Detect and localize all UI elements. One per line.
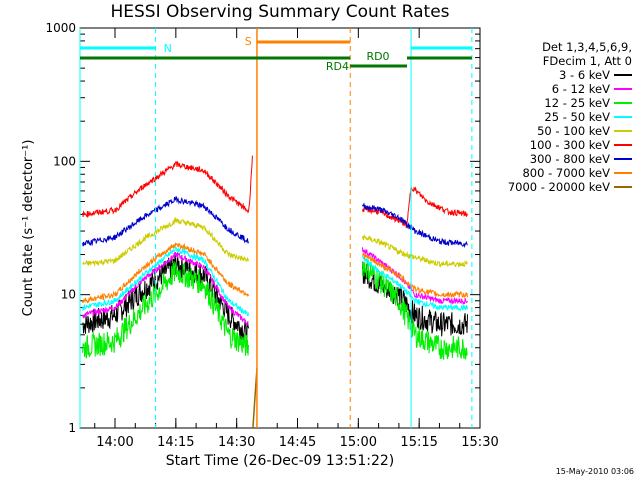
x-axis-label: Start Time (26-Dec-09 13:51:22) [165,453,395,469]
legend-item: 6 - 12 keV [484,82,636,96]
legend-swatch [614,144,632,146]
x-tick-label: 15:00 [340,435,377,450]
series-line-7-seg-1 [361,252,468,298]
series-line-1-seg-0 [82,251,249,327]
legend-item: 12 - 25 keV [484,96,636,110]
series-line-2-seg-1 [361,259,468,360]
legend-item-label: 7000 - 20000 keV [507,180,610,194]
y-axis-label: Count Rate (s⁻¹ detector⁻¹) [21,140,36,317]
legend-item-label: 3 - 6 keV [559,68,610,82]
legend-swatch [614,158,632,160]
x-tick-label: 14:45 [279,435,316,450]
legend-item: 800 - 7000 keV [484,166,636,180]
legend: Det 1,3,4,5,6,9, FDecim 1, Att 0 3 - 6 k… [484,40,636,194]
legend-item-label: 25 - 50 keV [544,110,610,124]
y-tick-label: 100 [53,154,76,168]
chart-title: HESSI Observing Summary Count Rates [110,2,450,22]
legend-item: 3 - 6 keV [484,68,636,82]
legend-header-line-2: FDecim 1, Att 0 [542,54,632,68]
legend-item-label: 300 - 800 keV [529,152,610,166]
x-tick-label: 14:15 [157,435,194,450]
legend-swatch [614,116,632,118]
legend-item: 300 - 800 keV [484,152,636,166]
plot-frame [79,27,481,429]
legend-rows: 3 - 6 keV 6 - 12 keV 12 - 25 keV 25 - 50 ke… [484,68,636,194]
series-line-6-seg-1 [361,202,468,249]
series-line-3-seg-0 [82,245,249,317]
legend-item-label: 50 - 100 keV [537,124,610,138]
legend-item-label: 12 - 25 keV [544,96,610,110]
series-line-4-seg-0 [82,216,249,267]
legend-swatch [614,74,632,76]
annotation-n: N [164,42,172,55]
annotation-s: S [245,35,252,48]
series-line-1-seg-1 [361,247,468,306]
legend-swatch [614,102,632,104]
x-tick-label: 14:30 [218,435,255,450]
footer-timestamp: 15-May-2010 03:06 [555,467,634,476]
legend-header-line-1: Det 1,3,4,5,6,9, [542,40,632,54]
series-line-5-seg-1 [361,186,468,229]
x-tick-label: 15:15 [400,435,437,450]
legend-item: 25 - 50 keV [484,110,636,124]
legend-item: 7000 - 20000 keV [484,180,636,194]
legend-item-label: 6 - 12 keV [551,82,610,96]
x-tick-label: 15:30 [461,435,498,450]
legend-item: 50 - 100 keV [484,124,636,138]
x-tick-label: 14:00 [96,435,133,450]
legend-swatch [614,88,632,90]
series-line-2-seg-0 [82,261,249,359]
legend-item: 100 - 300 keV [484,138,636,152]
y-tick-label: 10 [61,288,76,302]
annotation-rd0: RD0 [366,50,389,63]
series-line-3-seg-1 [361,254,468,312]
legend-item-label: 800 - 7000 keV [522,166,610,180]
annotation-rd4: RD4 [326,60,349,73]
y-tick-label: 1000 [45,21,76,35]
series-line-0-seg-1 [361,261,468,337]
legend-item-label: 100 - 300 keV [529,138,610,152]
legend-swatch [614,186,632,188]
series-line-4-seg-1 [361,233,468,268]
series-line-6-seg-0 [82,196,249,247]
legend-swatch [614,172,632,174]
series-line-5-seg-0 [82,155,253,219]
y-tick-label: 1 [68,421,76,435]
legend-swatch [614,130,632,132]
series-line-7-seg-0 [82,241,249,304]
